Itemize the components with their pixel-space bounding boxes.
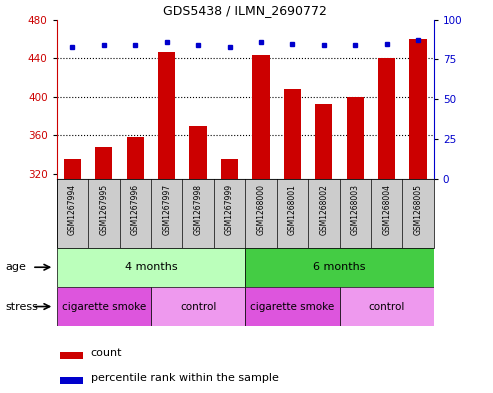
Bar bbox=[340, 287, 434, 326]
Text: GSM1268004: GSM1268004 bbox=[382, 184, 391, 235]
Text: cigarette smoke: cigarette smoke bbox=[250, 301, 335, 312]
Text: GSM1267997: GSM1267997 bbox=[162, 184, 171, 235]
Bar bbox=[61, 377, 83, 384]
Bar bbox=[57, 287, 151, 326]
Bar bbox=[410, 39, 427, 179]
Bar bbox=[245, 287, 340, 326]
Text: GSM1267995: GSM1267995 bbox=[99, 184, 108, 235]
Text: stress: stress bbox=[5, 301, 38, 312]
Text: control: control bbox=[180, 301, 216, 312]
Bar bbox=[151, 287, 245, 326]
Text: GSM1267999: GSM1267999 bbox=[225, 184, 234, 235]
Bar bbox=[284, 89, 301, 179]
Text: percentile rank within the sample: percentile rank within the sample bbox=[91, 373, 279, 383]
Bar bbox=[378, 58, 395, 179]
Text: GSM1267998: GSM1267998 bbox=[194, 184, 203, 235]
Bar bbox=[64, 158, 81, 179]
Text: 4 months: 4 months bbox=[125, 262, 177, 272]
Text: count: count bbox=[91, 348, 122, 358]
Text: GSM1268002: GSM1268002 bbox=[319, 184, 328, 235]
Bar bbox=[189, 126, 207, 179]
Bar bbox=[95, 147, 112, 179]
Text: control: control bbox=[368, 301, 405, 312]
Text: GSM1268001: GSM1268001 bbox=[288, 184, 297, 235]
Bar bbox=[57, 179, 434, 248]
Bar bbox=[245, 248, 434, 287]
Bar bbox=[347, 97, 364, 179]
Text: cigarette smoke: cigarette smoke bbox=[62, 301, 146, 312]
Bar bbox=[158, 52, 176, 179]
Text: GSM1267994: GSM1267994 bbox=[68, 184, 77, 235]
Text: GSM1268005: GSM1268005 bbox=[414, 184, 423, 235]
Bar bbox=[61, 352, 83, 359]
Text: GSM1268003: GSM1268003 bbox=[351, 184, 360, 235]
Bar bbox=[221, 158, 238, 179]
Bar bbox=[315, 104, 332, 179]
Text: GSM1267996: GSM1267996 bbox=[131, 184, 140, 235]
Bar bbox=[127, 137, 144, 179]
Text: age: age bbox=[5, 262, 26, 272]
Text: GSM1268000: GSM1268000 bbox=[256, 184, 266, 235]
Title: GDS5438 / ILMN_2690772: GDS5438 / ILMN_2690772 bbox=[163, 4, 327, 17]
Bar bbox=[57, 248, 245, 287]
Text: 6 months: 6 months bbox=[314, 262, 366, 272]
Bar bbox=[252, 55, 270, 179]
